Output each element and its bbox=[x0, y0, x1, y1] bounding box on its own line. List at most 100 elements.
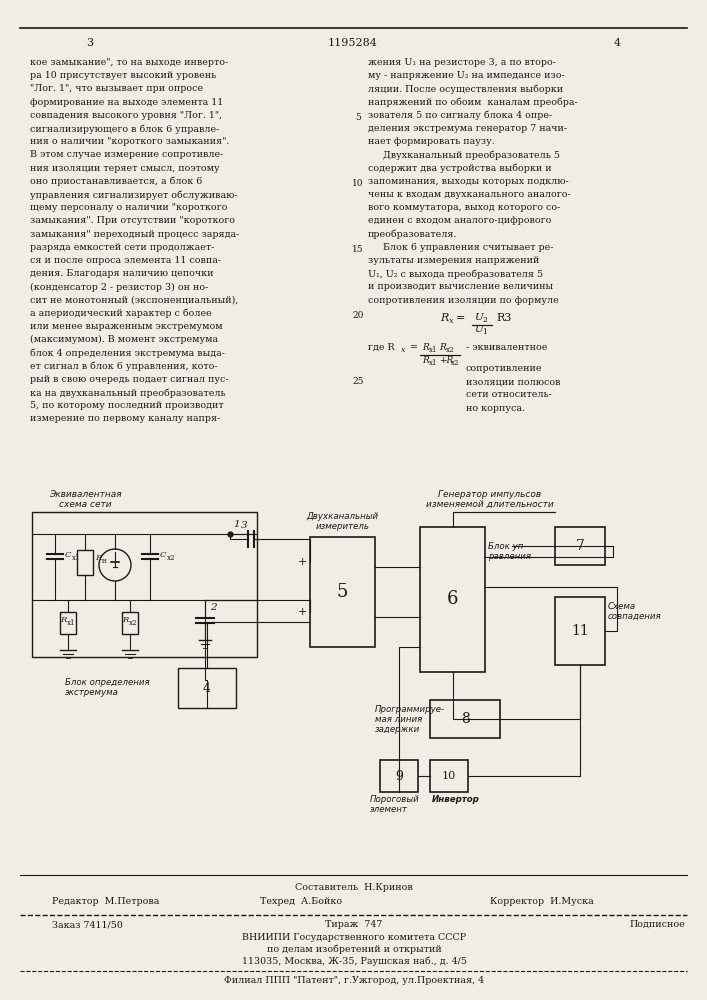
Text: блок 4 определения экстремума выда-: блок 4 определения экстремума выда- bbox=[30, 348, 225, 358]
Text: ляции. После осуществления выборки: ляции. После осуществления выборки bbox=[368, 84, 563, 94]
Text: ра 10 присутствует высокий уровень: ра 10 присутствует высокий уровень bbox=[30, 71, 216, 80]
Text: x2: x2 bbox=[446, 346, 455, 354]
Text: н: н bbox=[102, 557, 107, 565]
Text: измеритель: измеритель bbox=[315, 522, 370, 531]
Text: 9: 9 bbox=[395, 770, 403, 782]
Text: сопротивление: сопротивление bbox=[466, 364, 542, 373]
Text: 2: 2 bbox=[482, 316, 487, 324]
Text: Эквивалентная: Эквивалентная bbox=[49, 490, 122, 499]
Text: R: R bbox=[122, 616, 128, 624]
Text: но корпуса.: но корпуса. bbox=[466, 404, 525, 413]
Text: чены к входам двухканального аналого-: чены к входам двухканального аналого- bbox=[368, 190, 571, 199]
Text: Пороговый: Пороговый bbox=[370, 795, 420, 804]
Text: и производит вычисление величины: и производит вычисление величины bbox=[368, 282, 553, 291]
Text: 6: 6 bbox=[447, 590, 458, 608]
Text: 5, по которому последний производит: 5, по которому последний производит bbox=[30, 401, 223, 410]
Text: Блок уп-: Блок уп- bbox=[488, 542, 527, 551]
Text: 11: 11 bbox=[571, 624, 589, 638]
Text: (максимумом). В момент экстремума: (максимумом). В момент экстремума bbox=[30, 335, 218, 344]
Text: 3: 3 bbox=[240, 521, 247, 530]
Bar bbox=[178, 668, 236, 708]
Text: 5: 5 bbox=[355, 113, 361, 122]
Text: "Лог. 1", что вызывает при опросе: "Лог. 1", что вызывает при опросе bbox=[30, 84, 203, 93]
Text: задержки: задержки bbox=[375, 725, 420, 734]
Text: а апериодический характер с более: а апериодический характер с более bbox=[30, 309, 212, 318]
Text: x2: x2 bbox=[129, 619, 137, 627]
Text: Двухканальный преобразователь 5: Двухканальный преобразователь 5 bbox=[368, 150, 560, 160]
Text: ВНИИПИ Государственного комитета СССР: ВНИИПИ Государственного комитета СССР bbox=[242, 933, 466, 942]
Bar bbox=[122, 612, 138, 634]
Text: Двухканальный: Двухканальный bbox=[306, 512, 378, 521]
Text: x1: x1 bbox=[429, 359, 438, 367]
Text: R: R bbox=[440, 313, 448, 323]
Text: R: R bbox=[422, 356, 428, 365]
Text: деления экстремума генератор 7 начи-: деления экстремума генератор 7 начи- bbox=[368, 124, 567, 133]
Text: преобразователя.: преобразователя. bbox=[368, 230, 457, 239]
Text: Подписное: Подписное bbox=[630, 920, 686, 929]
Text: U: U bbox=[474, 325, 483, 334]
Text: C: C bbox=[160, 551, 166, 559]
Bar bbox=[310, 537, 375, 647]
Text: формирование на выходе элемента 11: формирование на выходе элемента 11 bbox=[30, 98, 223, 107]
Text: C: C bbox=[65, 551, 71, 559]
Text: оно приостанавливается, а блок 6: оно приостанавливается, а блок 6 bbox=[30, 177, 202, 186]
Text: Генератор импульсов: Генератор импульсов bbox=[438, 490, 542, 499]
Text: 2: 2 bbox=[210, 603, 216, 612]
Bar bbox=[420, 527, 485, 672]
Text: U: U bbox=[474, 313, 483, 322]
Text: R: R bbox=[439, 343, 445, 352]
Text: 1: 1 bbox=[233, 520, 240, 529]
Text: равления: равления bbox=[488, 552, 531, 561]
Text: сит не монотонный (экспоненциальный),: сит не монотонный (экспоненциальный), bbox=[30, 296, 238, 305]
Bar bbox=[430, 700, 500, 738]
Text: 1: 1 bbox=[482, 328, 487, 336]
Text: изоляции полюсов: изоляции полюсов bbox=[466, 377, 561, 386]
Text: 20: 20 bbox=[352, 311, 363, 320]
Text: x1: x1 bbox=[72, 554, 81, 562]
Text: схема сети: схема сети bbox=[59, 500, 111, 509]
Text: 25: 25 bbox=[352, 377, 363, 386]
Text: ния изоляции теряет смысл, поэтому: ния изоляции теряет смысл, поэтому bbox=[30, 164, 220, 173]
Text: x: x bbox=[449, 317, 454, 325]
Text: Программируе-: Программируе- bbox=[375, 705, 445, 714]
Text: щему персоналу о наличии "короткого: щему персоналу о наличии "короткого bbox=[30, 203, 228, 212]
Text: напряжений по обоим  каналам преобра-: напряжений по обоим каналам преобра- bbox=[368, 98, 578, 107]
Text: R: R bbox=[95, 554, 101, 562]
Text: 8: 8 bbox=[461, 712, 469, 726]
Text: изменяемой длительности: изменяемой длительности bbox=[426, 500, 554, 509]
Text: - эквивалентное: - эквивалентное bbox=[466, 343, 547, 352]
Text: элемент: элемент bbox=[370, 805, 408, 814]
Text: R3: R3 bbox=[496, 313, 511, 323]
Text: где R: где R bbox=[368, 343, 395, 352]
Text: Схема: Схема bbox=[608, 602, 636, 611]
Bar bbox=[32, 512, 257, 657]
Text: ка на двухканальный преобразователь: ка на двухканальный преобразователь bbox=[30, 388, 226, 397]
Text: замыкания". При отсутствии "короткого: замыкания". При отсутствии "короткого bbox=[30, 216, 235, 225]
Text: совпадения: совпадения bbox=[608, 612, 662, 621]
Text: 1195284: 1195284 bbox=[328, 38, 378, 48]
Text: +: + bbox=[298, 557, 308, 567]
Text: =: = bbox=[407, 343, 418, 352]
Text: Составитель  Н.Кринов: Составитель Н.Кринов bbox=[295, 883, 413, 892]
Bar bbox=[555, 527, 605, 565]
Text: содержит два устройства выборки и: содержит два устройства выборки и bbox=[368, 164, 551, 173]
Text: нает формировать паузу.: нает формировать паузу. bbox=[368, 137, 495, 146]
Text: Филиал ППП "Патент", г.Ужгород, ул.Проектная, 4: Филиал ППП "Патент", г.Ужгород, ул.Проек… bbox=[224, 976, 484, 985]
Text: му - напряжение U₂ на импедансе изо-: му - напряжение U₂ на импедансе изо- bbox=[368, 71, 565, 80]
Text: ет сигнал в блок 6 управления, кото-: ет сигнал в блок 6 управления, кото- bbox=[30, 362, 218, 371]
Text: Корректор  И.Муска: Корректор И.Муска bbox=[490, 897, 594, 906]
Text: управления сигнализирует обслуживаю-: управления сигнализирует обслуживаю- bbox=[30, 190, 238, 200]
Text: разряда емкостей сети продолжает-: разряда емкостей сети продолжает- bbox=[30, 243, 214, 252]
Text: 7: 7 bbox=[575, 539, 585, 553]
Text: +R: +R bbox=[439, 356, 453, 365]
Text: R: R bbox=[422, 343, 428, 352]
Text: зультаты измерения напряжений: зультаты измерения напряжений bbox=[368, 256, 539, 265]
Text: x1: x1 bbox=[67, 619, 76, 627]
Text: 3: 3 bbox=[86, 38, 93, 48]
Bar bbox=[60, 612, 76, 634]
Text: 4: 4 bbox=[203, 682, 211, 694]
Text: Заказ 7411/50: Заказ 7411/50 bbox=[52, 920, 123, 929]
Text: экстремума: экстремума bbox=[65, 688, 119, 697]
Text: или менее выраженным экстремумом: или менее выраженным экстремумом bbox=[30, 322, 223, 331]
Text: жения U₁ на резисторе 3, а по второ-: жения U₁ на резисторе 3, а по второ- bbox=[368, 58, 556, 67]
